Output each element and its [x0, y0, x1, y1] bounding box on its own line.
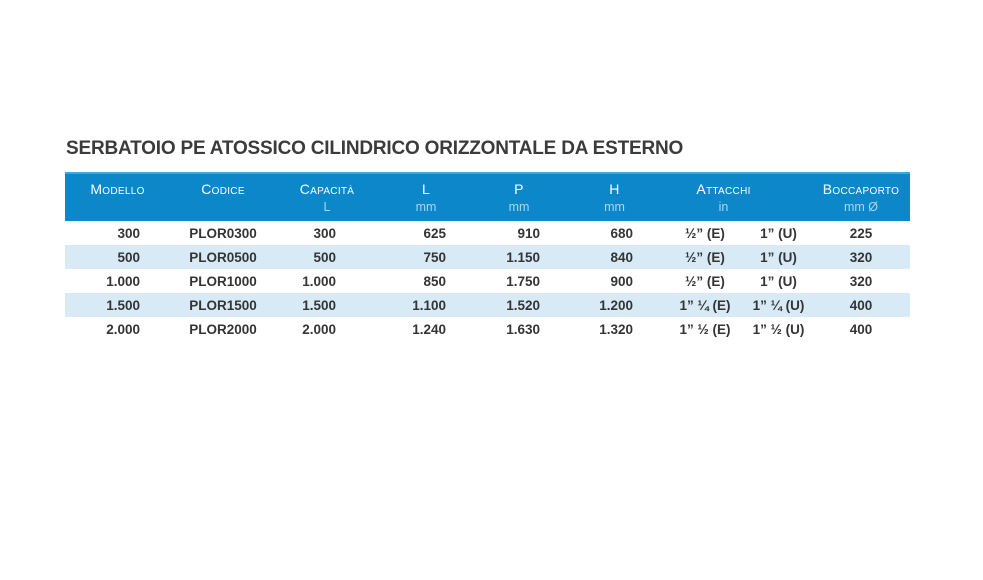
cell-attacchi-e: 1” ¼ (E)	[679, 297, 731, 313]
column-label: Attacchi	[696, 181, 751, 197]
cell-boccaporto: 400	[849, 321, 873, 337]
cell-p: 1.150	[506, 249, 540, 265]
cell-attacchi-e: 1” ½ (E)	[679, 321, 731, 337]
column-header-p: P mm	[474, 172, 564, 221]
cell-boccaporto: 320	[849, 273, 873, 289]
cell-boccaporto: 320	[849, 249, 873, 265]
table-row: 1.500 PLOR1500 1.500 1.100 1.520 1.200 1…	[65, 293, 911, 317]
cell-h: 840	[610, 249, 633, 265]
cell-codice: PLOR0300	[189, 225, 257, 241]
table-row: 1.000 PLOR1000 1.000 850 1.750 900 ½” (E…	[65, 269, 910, 293]
cell-attacchi-u: 1” (U)	[760, 249, 797, 265]
column-header-boccaporto: Boccaporto mm Ø	[812, 172, 911, 221]
cell-p: 1.750	[506, 273, 540, 289]
column-unit: mm	[604, 200, 625, 214]
column-header-modello: Modello	[65, 172, 170, 221]
column-header-codice: Codice	[170, 172, 276, 221]
cell-l: 1.100	[412, 297, 446, 313]
cell-modello: 500	[117, 249, 140, 265]
cell-capacita: 500	[313, 249, 336, 265]
cell-h: 1.200	[599, 297, 633, 313]
column-header-capacita: Capacità L	[276, 172, 378, 221]
cell-codice: PLOR1500	[189, 297, 257, 313]
cell-attacchi-u: 1” ½ (U)	[752, 321, 805, 337]
table-row: 500 PLOR0500 500 750 1.150 840 ½” (E) 1”…	[65, 245, 911, 269]
cell-attacchi-u: 1” (U)	[760, 273, 797, 289]
cell-codice: PLOR2000	[189, 321, 257, 337]
cell-attacchi-e: ½” (E)	[685, 249, 725, 265]
cell-l: 850	[423, 273, 446, 289]
cell-l: 625	[423, 225, 446, 241]
table-row: 300 PLOR0300 300 625 910 680 ½” (E) 1” (…	[65, 221, 910, 245]
cell-attacchi-e: ½” (E)	[685, 273, 725, 289]
column-unit: mm	[415, 200, 437, 214]
column-header-h: H mm	[564, 172, 665, 221]
column-label: Modello	[90, 181, 145, 197]
column-label: P	[514, 181, 524, 197]
cell-l: 1.240	[412, 321, 446, 337]
column-label: Capacità	[299, 181, 355, 197]
cell-modello: 1.000	[106, 273, 140, 289]
cell-attacchi-u: 1” ¼ (U)	[752, 297, 805, 313]
column-header-l: L mm	[378, 172, 474, 221]
cell-capacita: 300	[313, 225, 336, 241]
column-unit: L	[323, 200, 331, 214]
cell-capacita: 1.000	[302, 273, 336, 289]
cell-l: 750	[423, 249, 446, 265]
column-label: Codice	[201, 181, 245, 197]
cell-capacita: 1.500	[302, 297, 336, 313]
cell-modello: 1.500	[106, 297, 140, 313]
cell-capacita: 2.000	[302, 321, 336, 337]
column-label: L	[421, 181, 431, 197]
cell-codice: PLOR1000	[189, 273, 257, 289]
column-label: Boccaporto	[822, 181, 900, 197]
cell-codice: PLOR0500	[189, 249, 257, 265]
spec-table: Modello Codice Capacità L L mm P mm H mm	[65, 172, 911, 341]
column-unit: mm Ø	[844, 200, 879, 214]
column-unit: in	[718, 200, 729, 214]
cell-p: 1.630	[506, 321, 540, 337]
page-title: SERBATOIO PE ATOSSICO CILINDRICO ORIZZON…	[66, 138, 684, 159]
cell-h: 680	[610, 225, 633, 241]
column-header-attacchi: Attacchi in	[665, 172, 813, 221]
cell-modello: 2.000	[106, 321, 140, 337]
column-label: H	[609, 181, 620, 197]
cell-modello: 300	[117, 225, 140, 241]
column-unit: mm	[508, 200, 530, 214]
cell-p: 910	[517, 225, 540, 241]
table-row: 2.000 PLOR2000 2.000 1.240 1.630 1.320 1…	[65, 317, 910, 341]
cell-boccaporto: 400	[849, 297, 873, 313]
cell-boccaporto: 225	[849, 225, 873, 241]
table-header-row: Modello Codice Capacità L L mm P mm H mm	[65, 172, 911, 221]
cell-h: 1.320	[599, 321, 633, 337]
cell-attacchi-u: 1” (U)	[760, 225, 797, 241]
cell-attacchi-e: ½” (E)	[685, 225, 725, 241]
cell-h: 900	[610, 273, 633, 289]
cell-p: 1.520	[506, 297, 540, 313]
